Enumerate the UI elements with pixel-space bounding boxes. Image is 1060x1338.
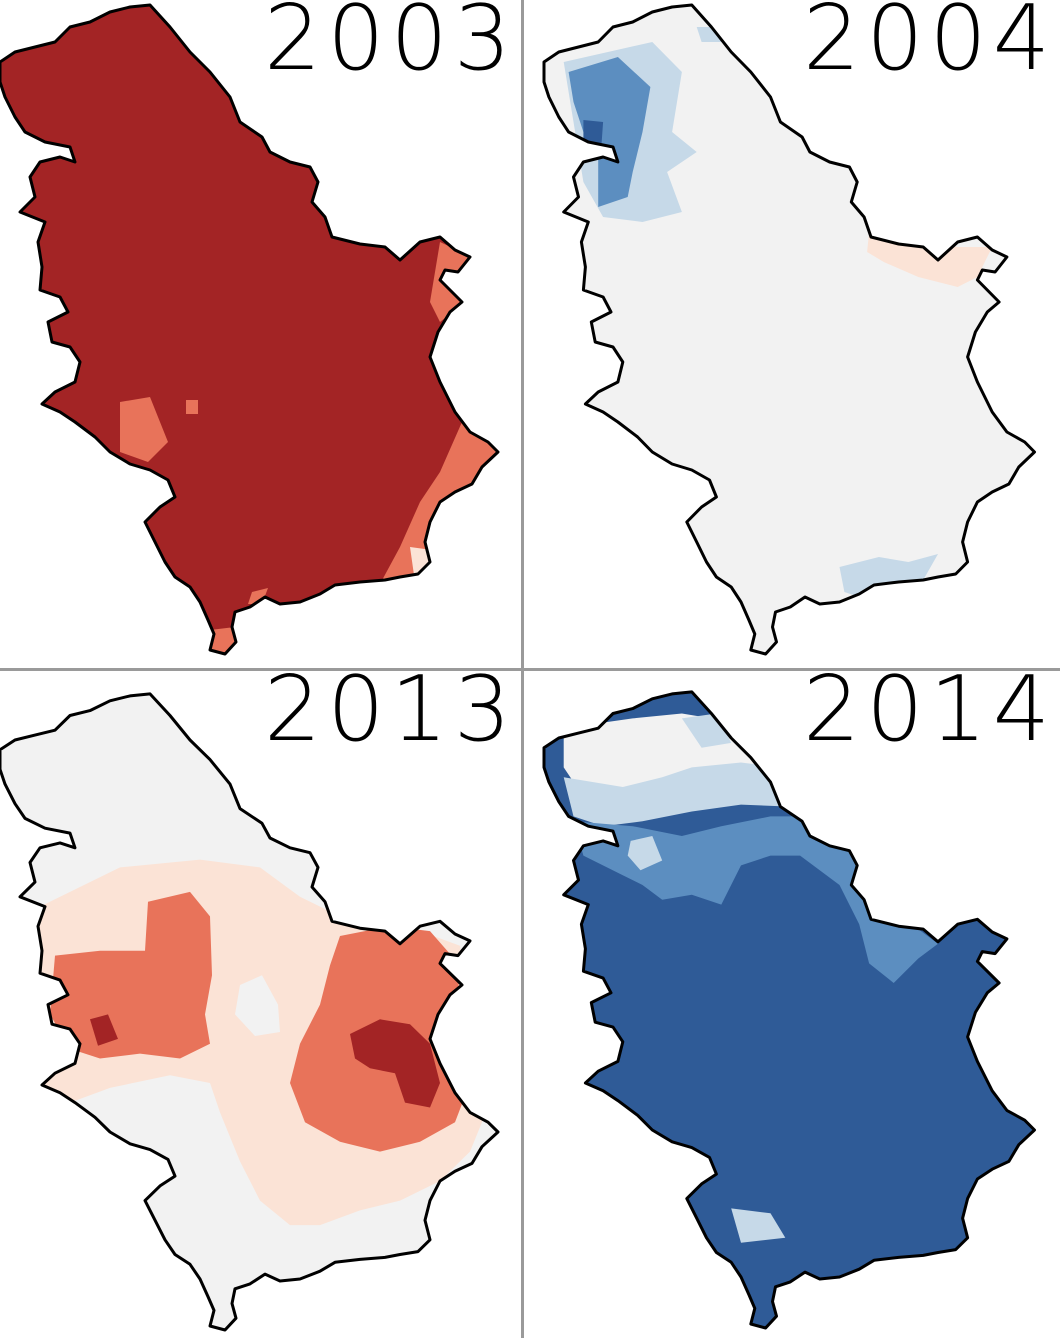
country-map-2004 xyxy=(542,3,1036,656)
country-map-2003 xyxy=(0,3,500,656)
anomaly-region xyxy=(573,816,938,983)
panel-divider-horizontal xyxy=(0,668,1060,671)
country-map-2013 xyxy=(0,692,500,1332)
anomaly-region xyxy=(120,397,168,462)
country-border xyxy=(542,3,1036,656)
year-label-2003: 2003 xyxy=(263,0,517,91)
anomaly-fill-2003 xyxy=(0,5,498,654)
anomaly-region xyxy=(563,762,801,827)
anomaly-region xyxy=(350,1019,440,1108)
year-label-2013: 2013 xyxy=(263,671,517,762)
map-panel-2013: 2013 xyxy=(0,671,521,1338)
anomaly-region xyxy=(50,891,212,1059)
country-map-2014 xyxy=(542,690,1036,1330)
country-border xyxy=(542,690,1036,1330)
anomaly-region xyxy=(627,836,663,871)
anomaly-region xyxy=(186,400,198,414)
anomaly-region xyxy=(410,547,438,582)
anomaly-region xyxy=(839,554,938,597)
anomaly-region xyxy=(90,1014,118,1046)
map-panel-2003: 2003 xyxy=(0,0,521,668)
anomaly-region xyxy=(583,120,604,152)
country-border xyxy=(0,692,500,1332)
anomaly-region xyxy=(235,975,280,1036)
year-label-2004: 2004 xyxy=(802,0,1056,91)
country-border xyxy=(0,3,500,656)
year-label-2014: 2014 xyxy=(802,671,1056,762)
anomaly-region xyxy=(731,1208,786,1243)
anomaly-fill-2004 xyxy=(544,5,1035,654)
anomaly-region xyxy=(867,232,993,287)
map-panel-2004: 2004 xyxy=(524,0,1060,668)
anomaly-region xyxy=(568,57,651,207)
base-region xyxy=(0,5,498,654)
map-panel-2014: 2014 xyxy=(524,671,1060,1338)
